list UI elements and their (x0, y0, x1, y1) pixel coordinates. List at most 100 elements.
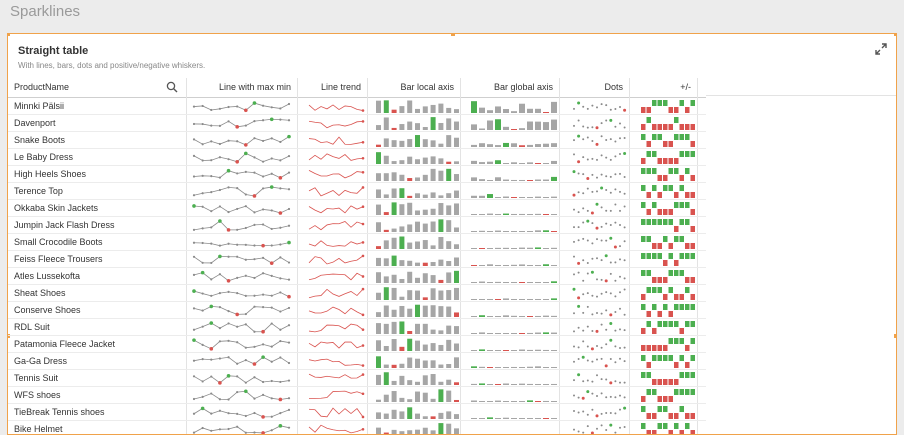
bar-local (383, 276, 389, 283)
bar-global (527, 349, 533, 351)
sparkline-point (201, 358, 204, 361)
bar-local (454, 399, 459, 402)
header-bar-local[interactable]: Bar local axis (400, 82, 454, 92)
bar-local (391, 274, 397, 283)
sparkline-point (261, 119, 265, 122)
bar-local (454, 414, 459, 419)
table-row[interactable]: Patamonia Fleece Jacket (8, 336, 706, 353)
sparkline-point (261, 272, 265, 275)
header-line-trend[interactable]: Line trend (320, 82, 361, 92)
whisker-positive (685, 151, 690, 157)
expand-icon[interactable] (874, 42, 888, 56)
dot-point (596, 238, 598, 241)
product-name[interactable]: WFS shoes (14, 390, 61, 400)
table-row[interactable]: Davenport (8, 115, 706, 132)
sparkline-point (269, 261, 274, 265)
dot-point (582, 259, 585, 262)
dot-point (623, 406, 627, 410)
dot-point (595, 202, 599, 206)
table-row[interactable]: Atles Lussekofta (8, 268, 706, 285)
product-name[interactable]: Bike Helmet (14, 424, 63, 434)
sparkline-point (192, 122, 196, 126)
sparkline-point (261, 223, 265, 226)
table-row[interactable]: Terence Top (8, 183, 706, 200)
table-row[interactable]: Le Baby Dress (8, 149, 706, 166)
sparkline-point (226, 168, 231, 173)
resize-handle[interactable] (451, 34, 455, 36)
whisker-negative (685, 413, 690, 419)
whisker-negative (641, 294, 646, 300)
product-name[interactable]: Atles Lussekofta (14, 271, 81, 281)
table-row[interactable]: WFS shoes (8, 387, 706, 404)
table-row[interactable]: Feiss Fleece Trousers (8, 251, 706, 268)
table-row[interactable]: Ga-Ga Dress (8, 353, 706, 370)
resize-handle[interactable] (894, 34, 896, 36)
product-name[interactable]: Le Baby Dress (14, 152, 74, 162)
dot-point (577, 239, 580, 242)
sparkline-point (253, 156, 256, 159)
product-name[interactable]: Patamonia Fleece Jacket (14, 339, 116, 349)
table-row[interactable]: Okkaba Skin Jackets (8, 200, 706, 217)
table-row[interactable]: Snake Boots (8, 132, 706, 149)
header-plusminus[interactable]: +/- (680, 82, 691, 92)
bar-local (383, 323, 389, 334)
table-row[interactable]: Bike Helmet (8, 421, 706, 434)
table-row[interactable]: Sheat Shoes (8, 285, 706, 302)
table-row[interactable]: Tennis Suit (8, 370, 706, 387)
whisker-negative (690, 413, 695, 419)
whisker-positive (668, 185, 673, 191)
table-row[interactable]: RDL Suit (8, 319, 706, 336)
header-bar-global[interactable]: Bar global axis (493, 82, 553, 92)
trend-line (308, 104, 364, 111)
product-name[interactable]: Okkaba Skin Jackets (14, 203, 99, 213)
header-product[interactable]: ProductName (14, 82, 70, 92)
table-row[interactable]: Conserve Shoes (8, 302, 706, 319)
sparkline-point (261, 208, 265, 211)
whisker-negative (646, 311, 651, 317)
table-row[interactable]: Minnki Pälsii (8, 98, 706, 115)
product-name[interactable]: Davenport (14, 118, 56, 128)
bar-local (454, 326, 459, 334)
product-name[interactable]: RDL Suit (14, 322, 50, 332)
bar-local (376, 323, 381, 334)
product-name[interactable]: TieBreak Tennis shoes (14, 407, 105, 417)
product-name[interactable]: Minnki Pälsii (14, 101, 65, 111)
bar-local (407, 357, 413, 368)
resize-handle[interactable] (894, 334, 896, 338)
product-name[interactable]: Conserve Shoes (14, 305, 81, 315)
bar-local (399, 321, 405, 334)
sparkline-point (210, 226, 213, 229)
product-name[interactable]: Ga-Ga Dress (14, 356, 68, 366)
whisker-positive (679, 338, 684, 344)
row-sparklines (192, 270, 695, 283)
dot-point (591, 222, 594, 225)
whisker-positive (674, 168, 679, 174)
header-line-maxmin[interactable]: Line with max min (218, 82, 291, 92)
dot-point (573, 394, 575, 397)
product-name[interactable]: Jumpin Jack Flash Dress (14, 220, 115, 230)
product-name[interactable]: Sheat Shoes (14, 288, 66, 298)
table-row[interactable]: High Heels Shoes (8, 166, 706, 183)
resize-handle[interactable] (8, 34, 10, 36)
product-name[interactable]: Snake Boots (14, 135, 66, 145)
product-name[interactable]: Small Crocodile Boots (14, 237, 103, 247)
bar-global (535, 230, 541, 232)
product-name[interactable]: High Heels Shoes (14, 169, 87, 179)
dot-point (596, 374, 598, 377)
bar-global (487, 120, 493, 130)
sparkline-point (261, 393, 265, 396)
product-name[interactable]: Feiss Fleece Trousers (14, 254, 103, 264)
resize-handle[interactable] (8, 334, 10, 338)
search-icon[interactable] (166, 81, 178, 93)
table-row[interactable]: Small Crocodile Boots (8, 234, 706, 251)
product-name[interactable]: Tennis Suit (14, 373, 59, 383)
product-name[interactable]: Terence Top (14, 186, 63, 196)
table-card[interactable]: Straight table With lines, bars, dots an… (7, 33, 897, 435)
bar-global (511, 366, 517, 368)
table-row[interactable]: TieBreak Tennis shoes (8, 404, 706, 421)
table-row[interactable]: Jumpin Jack Flash Dress (8, 217, 706, 234)
bar-global (471, 366, 477, 368)
dot-point (613, 245, 617, 249)
sparkline-point (210, 278, 213, 281)
header-dots[interactable]: Dots (604, 82, 623, 92)
